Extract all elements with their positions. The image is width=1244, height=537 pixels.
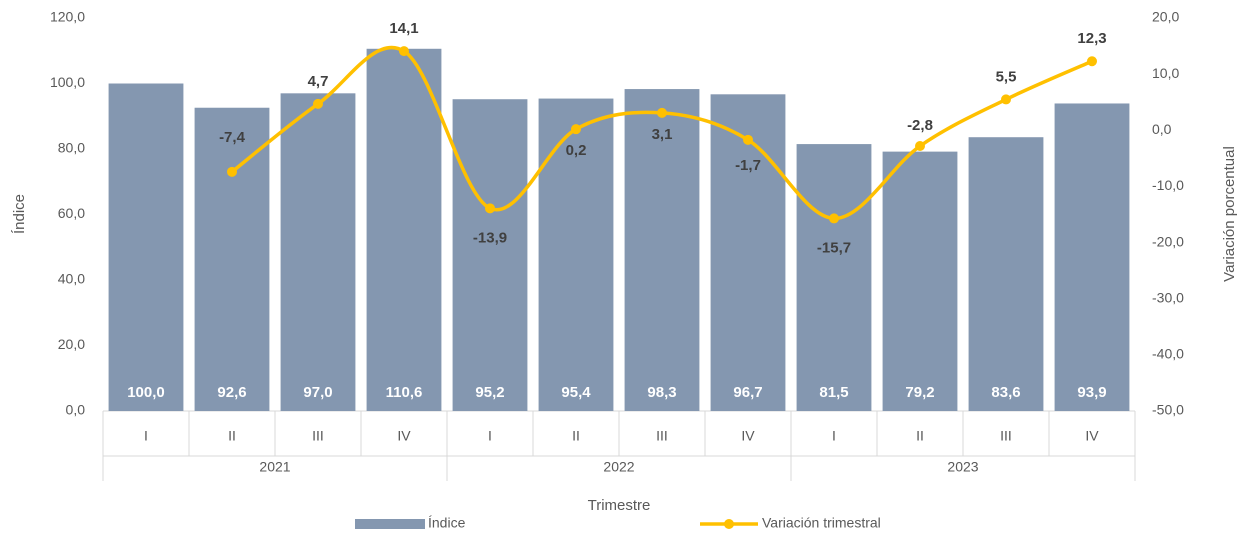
y-tick-label: 40,0 xyxy=(58,271,85,287)
bar-value-label: 93,9 xyxy=(1077,384,1106,401)
bar-value-label: 83,6 xyxy=(991,384,1020,401)
line-marker xyxy=(1087,56,1097,67)
y2-tick-label: -30,0 xyxy=(1152,289,1184,305)
bar-value-label: 100,0 xyxy=(127,384,165,401)
x-tick-label: III xyxy=(656,428,668,444)
line-value-label: 12,3 xyxy=(1077,30,1106,47)
y2-tick-label: -10,0 xyxy=(1152,177,1184,193)
y2-tick-label: 20,0 xyxy=(1152,9,1179,25)
line-marker xyxy=(399,46,409,57)
bar-value-label: 92,6 xyxy=(217,384,246,401)
bar-value-label: 79,2 xyxy=(905,384,934,401)
x-tick-label: I xyxy=(832,428,836,444)
line-value-label: 4,7 xyxy=(308,73,329,90)
line-value-label: -2,8 xyxy=(907,117,933,134)
line-value-label: -1,7 xyxy=(735,157,761,174)
y-tick-label: 120,0 xyxy=(50,9,85,25)
x-tick-label: III xyxy=(1000,428,1012,444)
line-value-label: -7,4 xyxy=(219,129,246,146)
y2-tick-label: 0,0 xyxy=(1152,121,1172,137)
legend-label: Variación trimestral xyxy=(762,515,881,531)
y2-tick-label: -40,0 xyxy=(1152,346,1184,362)
x-tick-label: IV xyxy=(741,428,755,444)
line-value-label: -15,7 xyxy=(817,239,851,256)
bar xyxy=(108,83,184,411)
bar-value-label: 95,2 xyxy=(475,384,504,401)
line-marker xyxy=(743,134,753,145)
x-tick-label: II xyxy=(916,428,924,444)
line-marker xyxy=(657,107,667,118)
y2-axis-title: Variación porcentual xyxy=(1221,146,1238,282)
x-tick-label: II xyxy=(228,428,236,444)
bar-value-label: 97,0 xyxy=(303,384,332,401)
y-tick-label: 20,0 xyxy=(58,336,85,352)
bar-value-label: 110,6 xyxy=(386,384,423,401)
bar-value-label: 95,4 xyxy=(561,384,591,401)
bar-value-label: 98,3 xyxy=(647,384,676,401)
line-value-label: -13,9 xyxy=(473,229,507,246)
y2-tick-label: -50,0 xyxy=(1152,402,1184,418)
line-marker xyxy=(227,166,237,177)
x-tick-label: I xyxy=(488,428,492,444)
bar-value-label: 96,7 xyxy=(733,384,762,401)
bar xyxy=(194,107,270,412)
x-tick-label: IV xyxy=(397,428,411,444)
line-marker xyxy=(1001,94,1011,105)
legend-label: Índice xyxy=(428,515,466,531)
line-value-label: 3,1 xyxy=(652,126,673,143)
y-tick-label: 100,0 xyxy=(50,74,85,90)
x-group-label: 2022 xyxy=(603,459,634,475)
y2-tick-label: 10,0 xyxy=(1152,65,1179,81)
y-tick-label: 0,0 xyxy=(66,402,86,418)
y2-tick-label: -20,0 xyxy=(1152,233,1184,249)
bar xyxy=(882,151,958,411)
bar xyxy=(624,89,700,411)
x-tick-label: II xyxy=(572,428,580,444)
bar xyxy=(796,144,872,411)
x-axis-title: Trimestre xyxy=(588,497,651,514)
x-tick-label: III xyxy=(312,428,324,444)
x-group-label: 2021 xyxy=(259,459,290,475)
x-tick-label: IV xyxy=(1085,428,1099,444)
line-marker xyxy=(571,124,581,135)
x-tick-label: I xyxy=(144,428,148,444)
y-tick-label: 80,0 xyxy=(58,140,85,156)
bar xyxy=(968,137,1044,411)
y-axis-title: Índice xyxy=(11,194,28,234)
line-marker xyxy=(485,203,495,214)
bar xyxy=(452,99,528,411)
x-group-label: 2023 xyxy=(947,459,978,475)
line-value-label: 0,2 xyxy=(566,142,587,159)
bar xyxy=(366,48,442,411)
bar xyxy=(538,98,614,411)
line-marker xyxy=(313,98,323,109)
line-value-label: 14,1 xyxy=(389,20,418,37)
line-marker xyxy=(829,213,839,224)
bar-value-label: 81,5 xyxy=(819,384,848,401)
bar xyxy=(1054,103,1130,411)
line-marker xyxy=(915,141,925,152)
legend-swatch xyxy=(355,519,425,529)
bar xyxy=(280,93,356,411)
line-value-label: 5,5 xyxy=(996,68,1017,85)
y-tick-label: 60,0 xyxy=(58,205,85,221)
line xyxy=(230,45,1093,221)
legend-marker xyxy=(724,519,734,529)
bar xyxy=(710,94,786,412)
